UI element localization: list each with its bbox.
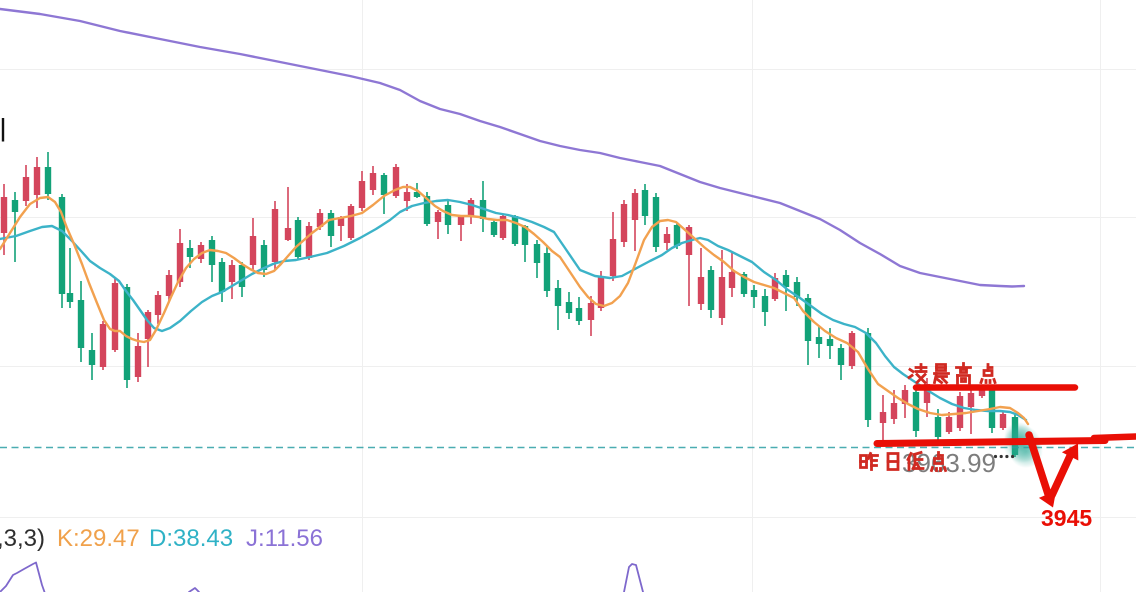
svg-text:,3,3): ,3,3) — [0, 525, 45, 552]
svg-text:3945: 3945 — [1041, 505, 1092, 531]
svg-text:D:38.43: D:38.43 — [149, 525, 233, 552]
svg-text:J:11.56: J:11.56 — [246, 525, 323, 552]
svg-text:K:29.47: K:29.47 — [57, 525, 140, 552]
